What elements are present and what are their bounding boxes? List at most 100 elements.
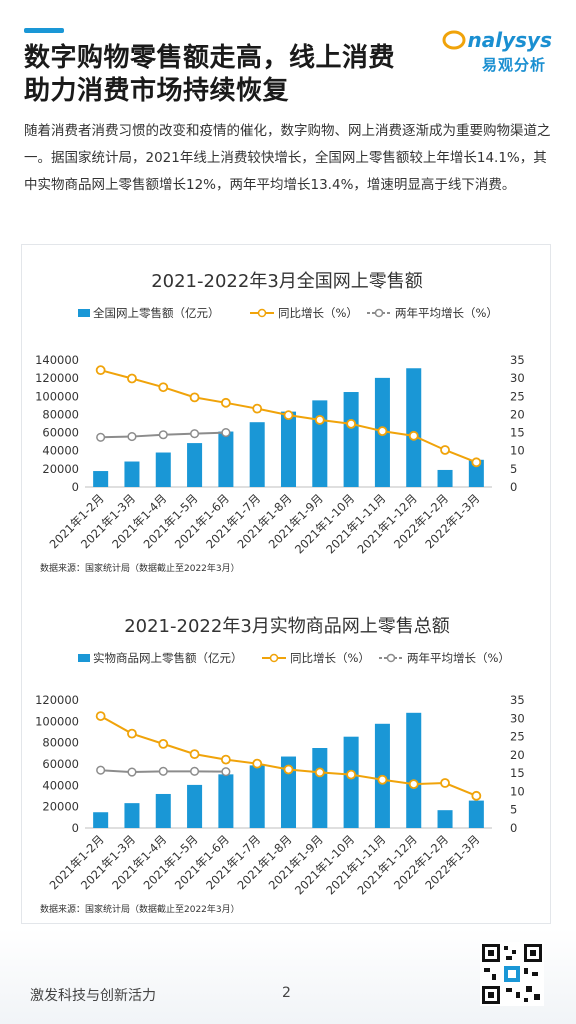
c2-avg-point xyxy=(158,766,168,776)
c2-left-tick-label: 80000 xyxy=(42,736,79,750)
c2-bar xyxy=(187,784,203,828)
c1-avg-point xyxy=(127,432,137,442)
c2-legend-avg-marker xyxy=(386,653,396,663)
c1-avg-point xyxy=(221,428,231,438)
c1-right-tick-label: 10 xyxy=(510,444,525,458)
c1-yoy-point xyxy=(158,382,169,393)
c2-right-tick-label: 35 xyxy=(510,693,525,707)
c2-bar xyxy=(249,765,265,828)
intro-paragraph: 随着消费者消费习惯的改变和疫情的催化，数字购物、网上消费逐渐成为重要购物渠道之一… xyxy=(24,123,551,193)
c2-title: 2021-2022年3月实物商品网上零售总额 xyxy=(124,616,450,637)
c1-left-tick-label: 140000 xyxy=(35,353,79,367)
c2-right-tick-label: 15 xyxy=(510,766,525,780)
c1-yoy-point xyxy=(471,457,482,468)
c2-yoy-point xyxy=(220,754,231,765)
c1-left-tick-label: 80000 xyxy=(42,407,79,421)
c2-yoy-point xyxy=(408,779,419,790)
c2-right-tick-label: 20 xyxy=(510,748,525,762)
c1-bar xyxy=(312,400,328,487)
c2-left-tick-label: 40000 xyxy=(42,778,79,792)
c1-avg-point xyxy=(96,432,106,442)
c1-bar xyxy=(280,411,297,487)
c1-bar xyxy=(249,422,265,487)
c2-left-tick-label: 0 xyxy=(72,821,79,835)
c2-yoy-point xyxy=(314,767,325,778)
c1-title: 2021-2022年3月全国网上零售额 xyxy=(151,271,423,292)
c2-bar xyxy=(218,774,234,828)
c1-right-tick-label: 35 xyxy=(510,353,525,367)
c1-right-tick-label: 5 xyxy=(510,462,517,476)
c1-bar xyxy=(187,443,203,487)
c2-bar xyxy=(468,800,484,828)
c1-right-tick-label: 0 xyxy=(510,480,517,494)
c2-left-tick-label: 60000 xyxy=(42,757,79,771)
c1-legend-bar-swatch xyxy=(78,309,90,317)
c2-avg-point xyxy=(190,766,200,776)
c1-bar xyxy=(437,469,453,487)
c1-right-tick-label: 25 xyxy=(510,389,525,403)
c1-yoy-point xyxy=(408,430,419,441)
c1-legend-avg-marker xyxy=(374,308,384,318)
c2-left-tick-label: 100000 xyxy=(35,714,79,728)
c2-bar xyxy=(280,756,297,828)
c2-bar xyxy=(155,793,171,828)
c2-yoy-point xyxy=(283,764,294,775)
c2-legend-yoy-marker xyxy=(269,653,279,663)
c2-yoy-point xyxy=(127,728,137,739)
c1-yoy-point xyxy=(220,397,231,408)
c2-avg-point xyxy=(221,767,231,777)
c2-avg-point xyxy=(96,765,106,775)
logo-swoosh-icon xyxy=(442,30,466,50)
c1-left-tick-label: 0 xyxy=(72,480,79,494)
c2-yoy-point xyxy=(377,774,388,785)
c1-legend-yoy-marker xyxy=(257,308,267,318)
c2-bar xyxy=(343,736,359,828)
c1-yoy-point xyxy=(252,403,263,414)
c2-yoy-point xyxy=(158,738,169,749)
c2-source-note: 数据来源：国家统计局（数据截止至2022年3月） xyxy=(40,903,240,915)
c2-legend-avg-label: 两年平均增长（%） xyxy=(407,651,510,665)
c1-bar xyxy=(468,459,484,487)
c1-legend-bar-label: 全国网上零售额（亿元） xyxy=(93,306,220,320)
qr-code[interactable] xyxy=(480,942,544,1006)
c2-right-tick-label: 10 xyxy=(510,784,525,798)
c1-yoy-point xyxy=(283,410,294,421)
c1-yoy-point xyxy=(377,426,388,437)
c1-bar xyxy=(343,392,359,487)
c2-legend-bar-swatch xyxy=(78,654,90,662)
logo-subtitle: 易观分析 xyxy=(481,56,546,74)
c2-legend-yoy-label: 同比增长（%） xyxy=(290,651,370,665)
analysys-logo: nalysys 易观分析 xyxy=(442,28,552,74)
c2-left-tick-label: 20000 xyxy=(42,800,79,814)
c1-legend-yoy-label: 同比增长（%） xyxy=(278,306,358,320)
c1-yoy-point xyxy=(346,418,357,429)
c1-yoy-point xyxy=(189,392,200,403)
title-line-1: 数字购物零售额走高，线上消费 xyxy=(24,43,396,73)
c2-right-tick-label: 25 xyxy=(510,730,525,744)
c1-left-tick-label: 100000 xyxy=(35,389,79,403)
c1-right-tick-label: 20 xyxy=(510,407,525,421)
c2-bar xyxy=(124,803,140,828)
title-line-2: 助力消费市场持续恢复 xyxy=(24,76,290,106)
c2-bar xyxy=(312,748,328,828)
charts-card: 2021-2022年3月全国网上零售额全国网上零售额（亿元） 同比增长（%） 两年平… xyxy=(21,244,551,924)
c1-bar xyxy=(155,452,171,487)
c1-right-tick-label: 15 xyxy=(510,426,525,440)
c1-yoy-point xyxy=(127,373,137,384)
c2-yoy-point xyxy=(95,711,106,721)
c2-bar xyxy=(437,810,453,828)
c2-left-tick-label: 120000 xyxy=(35,693,79,707)
c1-avg-point xyxy=(158,430,168,440)
c2-right-tick-label: 30 xyxy=(510,711,525,725)
c2-yoy-point xyxy=(189,749,200,760)
c2-bar xyxy=(406,712,422,828)
c2-legend-bar-label: 实物商品网上零售额（亿元） xyxy=(93,651,243,665)
c1-source-note: 数据来源：国家统计局（数据截止至2022年3月） xyxy=(40,562,240,574)
title-accent-bar xyxy=(24,28,64,33)
c2-right-tick-label: 5 xyxy=(510,803,517,817)
c2-yoy-point xyxy=(346,769,357,780)
c1-left-tick-label: 40000 xyxy=(42,444,79,458)
c2-yoy-point xyxy=(471,790,482,801)
c1-right-tick-label: 30 xyxy=(510,371,525,385)
